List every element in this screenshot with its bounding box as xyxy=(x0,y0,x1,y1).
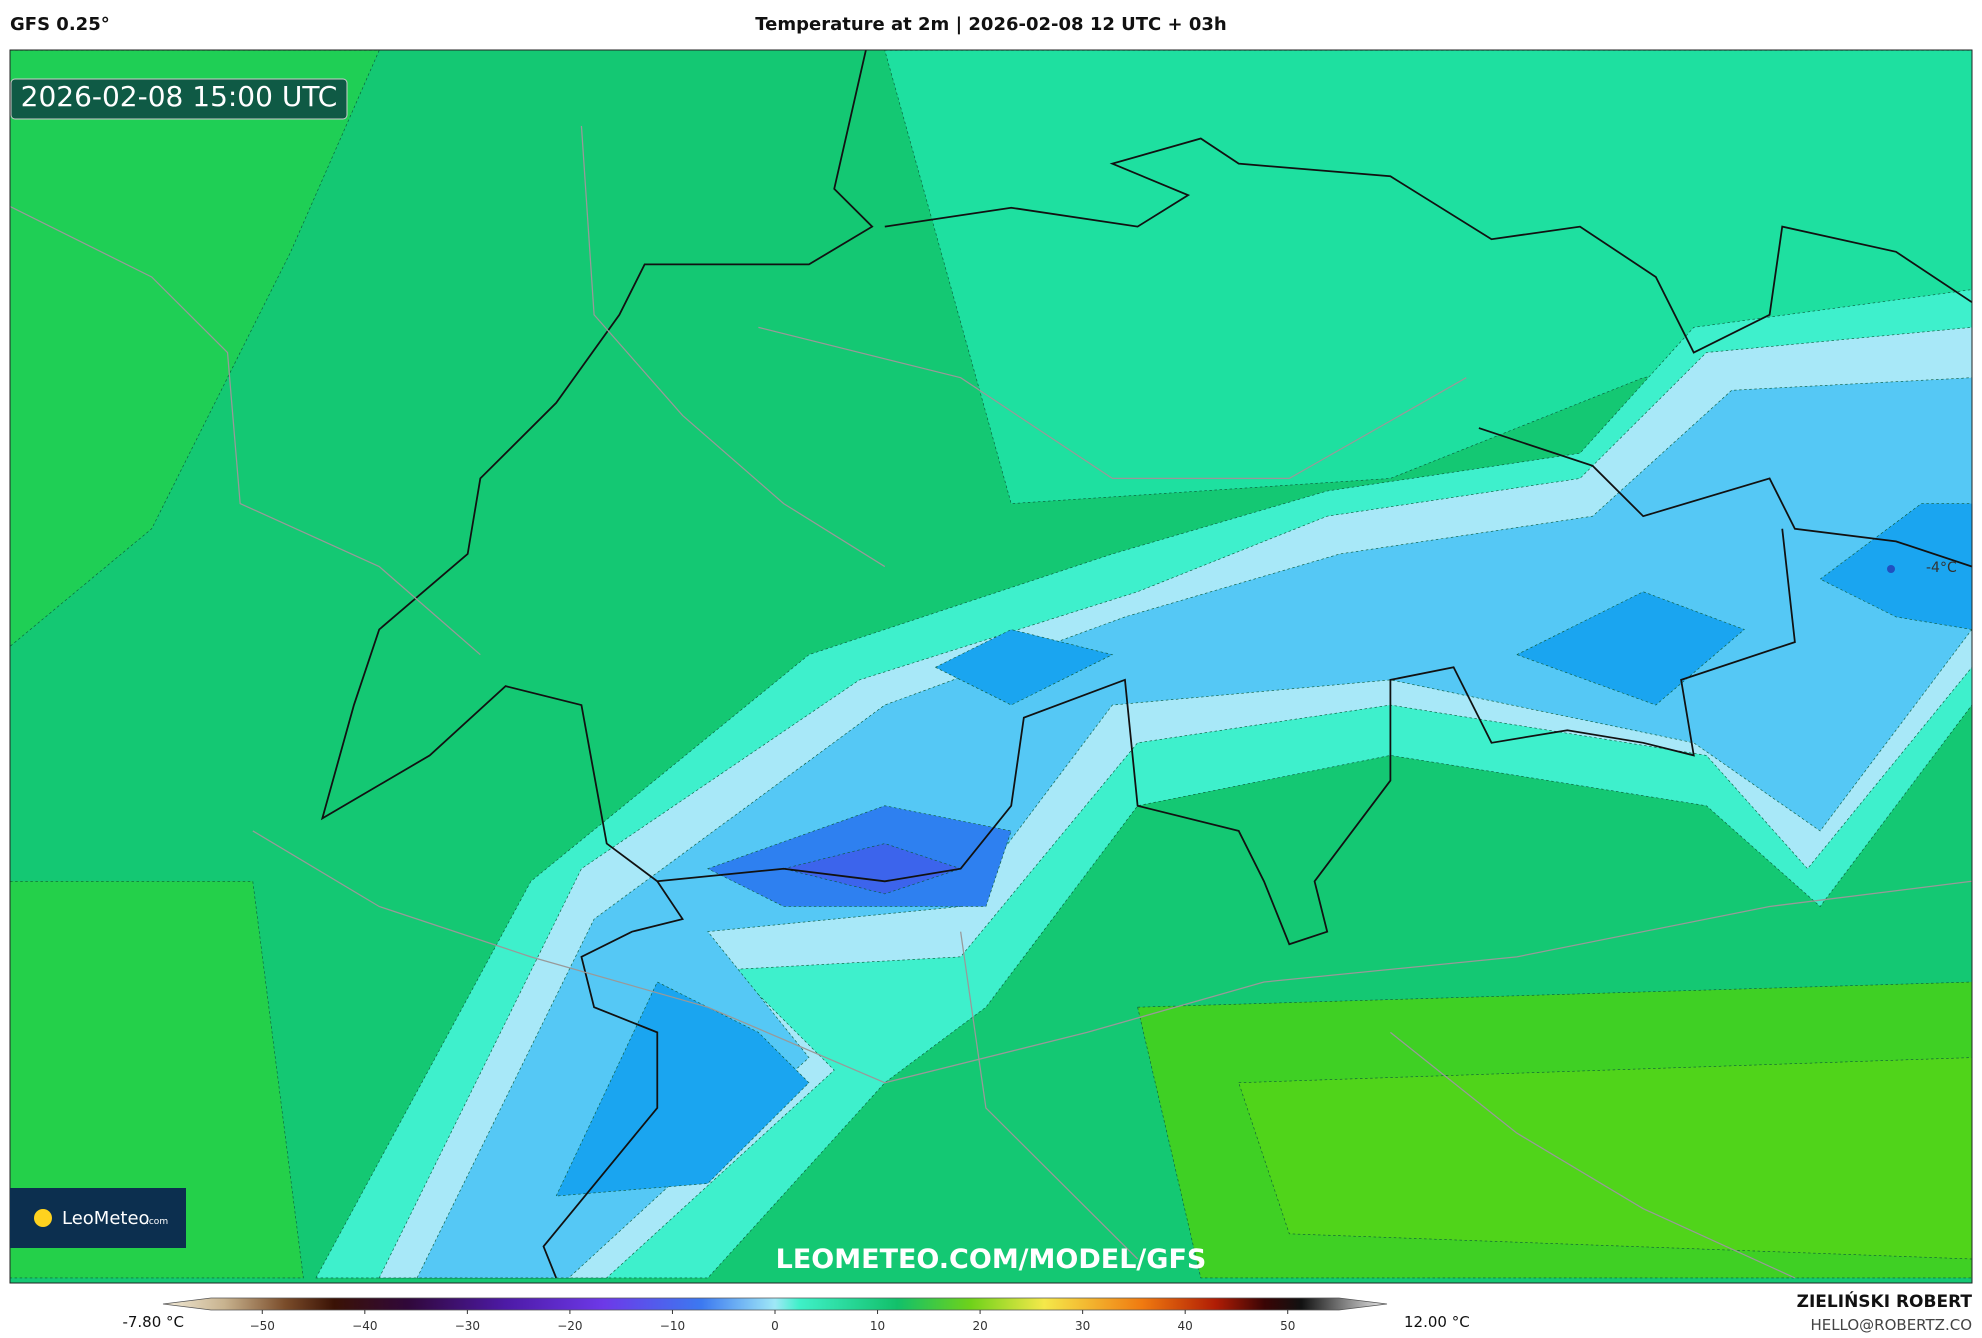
colorbar xyxy=(162,1297,1388,1311)
contact: HELLO@ROBERTZ.CO xyxy=(1810,1316,1972,1334)
colorbar-tick-label: 10 xyxy=(870,1319,885,1333)
colorbar-tick-label: −10 xyxy=(660,1319,685,1333)
point-label: -4°C xyxy=(1926,560,1957,576)
author: ZIELIŃSKI ROBERT xyxy=(1797,1290,1973,1312)
colorbar-tick-label: −30 xyxy=(455,1319,480,1333)
colorbar-tick-label: 50 xyxy=(1280,1319,1295,1333)
timestamp-box xyxy=(10,78,348,120)
legend-max: 12.00 °C xyxy=(1404,1313,1470,1331)
watermark: LEOMETEO.COM/MODEL/GFS xyxy=(776,1244,1207,1275)
colorbar-tick-label: −40 xyxy=(352,1319,377,1333)
colorbar-tick-label: 20 xyxy=(972,1319,987,1333)
logo-sun xyxy=(34,1209,52,1227)
map-frame xyxy=(9,49,1973,1284)
chart-title: Temperature at 2m | 2026-02-08 12 UTC + … xyxy=(755,14,1226,35)
timestamp: 2026-02-08 15:00 UTC xyxy=(21,80,338,113)
logo-suffix: .com xyxy=(146,1217,168,1227)
model-label: GFS 0.25° xyxy=(10,14,110,35)
logo-name: LeoMeteo xyxy=(62,1208,150,1229)
regions xyxy=(10,125,1972,1279)
point-marker xyxy=(1887,565,1895,573)
colorbar-tick-label: −50 xyxy=(250,1319,275,1333)
colorbar-tick-label: −20 xyxy=(557,1319,582,1333)
borders xyxy=(320,50,1972,1279)
legend-min: -7.80 °C xyxy=(122,1313,184,1331)
map xyxy=(10,50,1972,1283)
colorbar-tick-label: 0 xyxy=(771,1319,779,1333)
colorbar-tick-label: 30 xyxy=(1075,1319,1090,1333)
colorbar-tick-label: 40 xyxy=(1178,1319,1193,1333)
temperature-field xyxy=(10,50,1972,1279)
